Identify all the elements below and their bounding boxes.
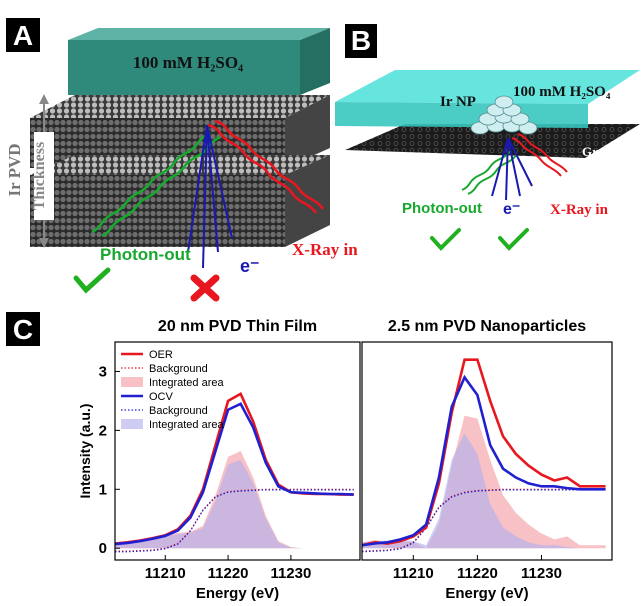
panel-label-box <box>6 312 40 346</box>
x-axis-label: Energy (eV) <box>196 585 279 602</box>
y-tick-label: 0 <box>99 540 107 557</box>
electrolyte-label: 100 mM H₂SO₄ <box>133 53 243 72</box>
y-axis-label: Intensity (a.u.) <box>77 404 93 499</box>
plot-frame <box>114 341 361 561</box>
spectrum-line <box>362 358 606 547</box>
x-tick-label: 11220 <box>457 565 498 582</box>
panel-label-box <box>345 24 377 58</box>
xray-arrow <box>517 133 568 173</box>
material-label: Ir PVD <box>5 143 24 196</box>
substrate-label: Graphene <box>582 144 638 159</box>
plot-frame <box>361 341 613 561</box>
chart-title: 2.5 nm PVD Nanoparticles <box>388 318 586 335</box>
legend-label: Integrated area <box>149 377 224 389</box>
y-tick-label: 2 <box>99 422 107 439</box>
electrolyte-top <box>335 70 640 104</box>
label-backdrop <box>34 132 54 220</box>
legend-label: Background <box>149 405 208 417</box>
photon-arrow <box>101 135 221 238</box>
y-tick-label: 3 <box>99 363 107 380</box>
xray-arrow <box>214 119 325 210</box>
electron-label: e⁻ <box>240 256 260 276</box>
check-mark <box>73 267 111 294</box>
arrow-head <box>39 238 49 248</box>
y-tick-label: 1 <box>99 481 107 498</box>
x-tick-label: 11230 <box>521 565 562 582</box>
panel-b: B Ir NP 100 mM H₂SO₄ Graphene Photon-out… <box>335 24 640 251</box>
chart-title: 20 nm PVD Thin Film <box>158 318 317 335</box>
electrolyte-front <box>68 40 300 95</box>
photon-label: Photon-out <box>402 200 482 217</box>
spectrum-line <box>362 374 606 547</box>
cross-mark <box>190 274 220 302</box>
panel-label: C <box>13 314 33 345</box>
x-tick-label: 11220 <box>208 565 249 582</box>
electron-arrows <box>491 137 533 201</box>
electron-arrows <box>187 124 233 269</box>
spectrum-line <box>115 402 354 546</box>
legend-label: OER <box>149 349 173 361</box>
arrow-head <box>39 94 49 104</box>
legend-label: Background <box>149 363 208 375</box>
xray-arrow <box>207 123 318 214</box>
background-curve <box>115 489 354 553</box>
film-top <box>30 155 330 175</box>
integrated-area <box>362 433 606 549</box>
dimension-label: Thickness <box>31 142 48 210</box>
legend-swatch <box>121 377 143 387</box>
x-tick-label: 11210 <box>393 565 434 582</box>
panel-a: A 100 mM H₂SO₄ Ir PVD Thickness Photon-o… <box>5 18 358 302</box>
graphene <box>345 124 640 158</box>
film-side <box>285 155 330 247</box>
panel-label: B <box>351 25 371 56</box>
legend-swatch <box>121 419 143 429</box>
check-mark <box>430 228 461 251</box>
plot-area <box>115 392 354 553</box>
film-top <box>30 95 330 118</box>
xray-arrow <box>511 137 562 177</box>
nanoparticles <box>470 95 538 135</box>
particle-label: Ir NP <box>440 94 476 110</box>
check-mark <box>498 228 529 251</box>
integrated-area <box>115 459 354 549</box>
electrolyte-top <box>68 28 330 40</box>
electrolyte-label: 100 mM H₂SO₄ <box>513 84 611 100</box>
legend-label: OCV <box>149 391 174 403</box>
film-side <box>285 95 330 168</box>
film-layer <box>30 175 285 247</box>
photon-arrow <box>461 150 511 191</box>
plot-area <box>362 358 606 553</box>
xray-label: X-Ray in <box>292 240 358 259</box>
panel-label: A <box>13 20 33 51</box>
electrolyte-side <box>300 28 330 95</box>
x-tick-label: 11230 <box>270 565 311 582</box>
xray-label: X-Ray in <box>550 202 609 218</box>
panel-label-box <box>6 18 40 52</box>
legend-label: Integrated area <box>149 419 224 431</box>
photon-arrow <box>91 131 211 234</box>
x-tick-label: 11210 <box>145 565 186 582</box>
photon-label: Photon-out <box>100 245 191 264</box>
electron-label: e⁻ <box>503 201 520 218</box>
x-axis-label: Energy (eV) <box>445 585 528 602</box>
photon-arrow <box>467 154 517 195</box>
